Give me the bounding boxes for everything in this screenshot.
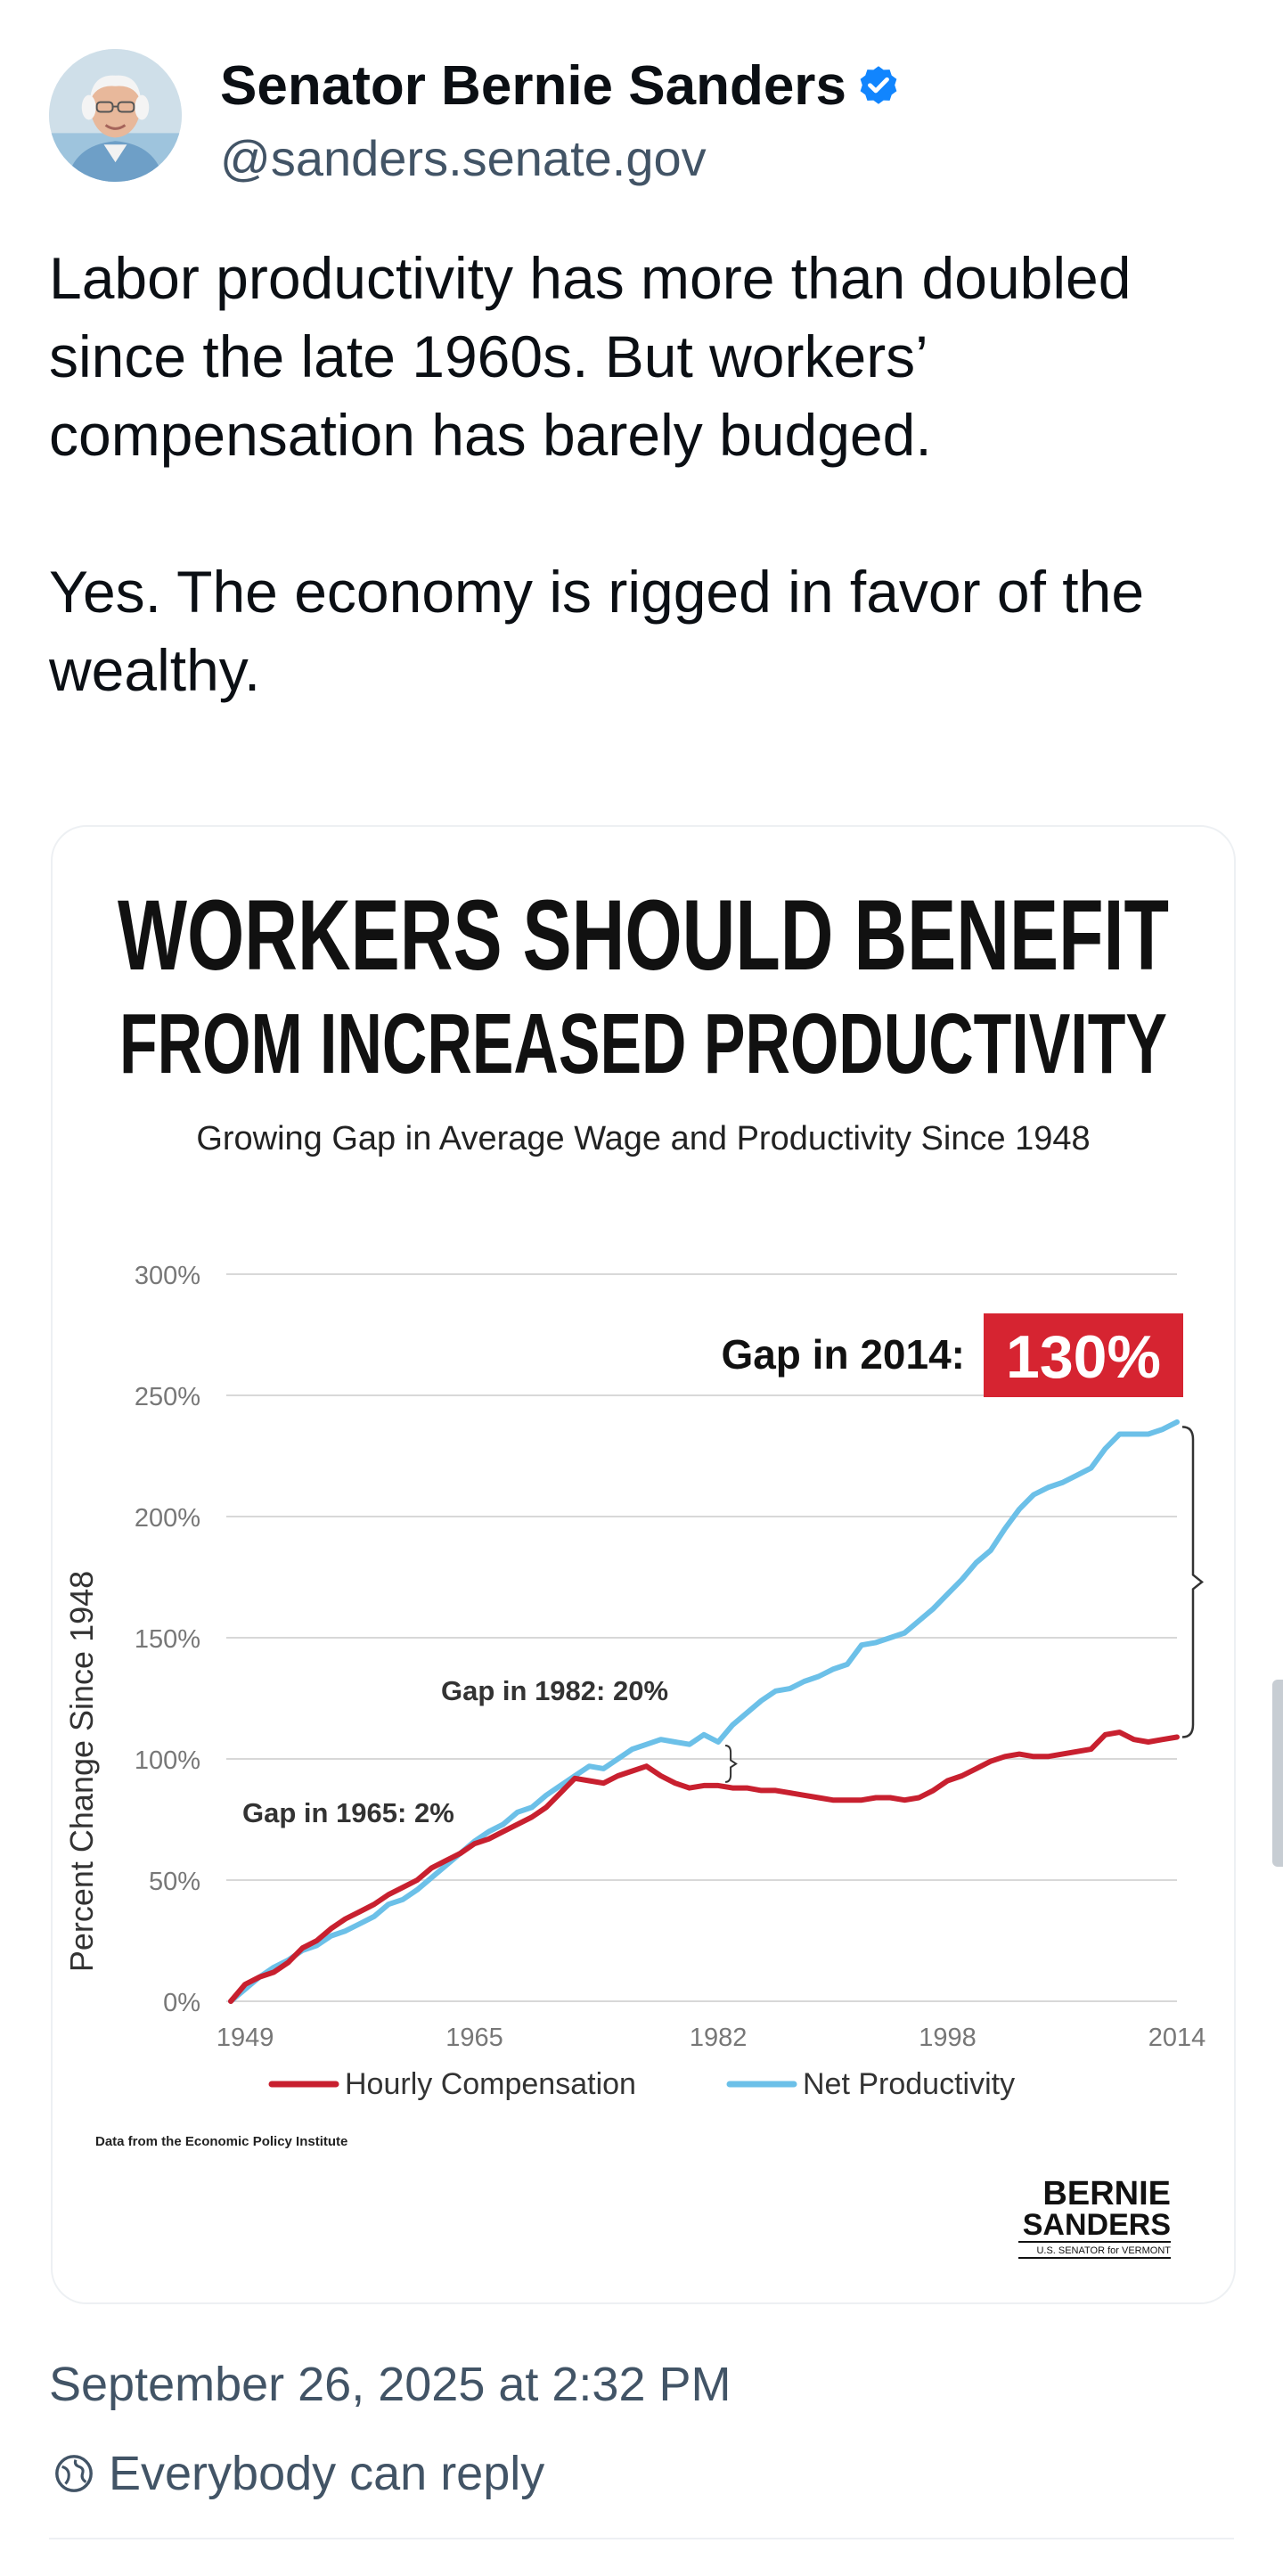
- y-tick-label: 0%: [163, 1989, 200, 2017]
- divider: [49, 2538, 1234, 2539]
- x-tick-label: 2014: [1148, 2024, 1206, 2052]
- legend-label: Hourly Compensation: [345, 2067, 636, 2101]
- reply-setting-label: Everybody can reply: [109, 2447, 545, 2500]
- gap-2014-highlight: [984, 1313, 1183, 1397]
- y-axis-tick-labels: 0% 50% 100% 150% 200% 250% 300%: [135, 1262, 200, 2017]
- post-paragraph: Labor productivity has more than doubled…: [49, 245, 1132, 468]
- portrait-avatar-icon: [49, 49, 182, 182]
- annotation-gap-2014-label: Gap in 2014:: [721, 1331, 965, 1378]
- chart-title: Growing Gap in Average Wage and Producti…: [196, 1120, 1090, 1157]
- author-handle[interactable]: @sanders.senate.gov: [220, 130, 707, 186]
- chart-gridlines: [226, 1273, 1177, 2002]
- post-paragraph: Yes. The economy is rigged in favor of t…: [49, 559, 1145, 703]
- author-avatar[interactable]: [49, 49, 182, 182]
- display-name-text: Senator Bernie Sanders: [220, 55, 846, 117]
- logo-line3: U.S. SENATOR for VERMONT: [1036, 2245, 1171, 2256]
- y-tick-label: 50%: [149, 1868, 200, 1896]
- y-tick-label: 150%: [135, 1625, 200, 1654]
- verified-badge-icon[interactable]: [855, 63, 902, 110]
- chart-headline-line2: FROM INCREASED PRODUCTIVITY: [119, 996, 1167, 1092]
- chart-annotations: Gap in 1965: 2% Gap in 1982: 20% Gap in 20…: [242, 1313, 1205, 1828]
- y-tick-label: 100%: [135, 1746, 200, 1775]
- reply-setting[interactable]: Everybody can reply: [53, 2445, 544, 2502]
- gap-1982-bracket: [725, 1744, 738, 1783]
- post-timestamp[interactable]: September 26, 2025 at 2:32 PM: [49, 2358, 731, 2411]
- annotation-gap-2014-value: 130%: [1006, 1323, 1161, 1391]
- y-tick-label: 200%: [135, 1504, 200, 1533]
- x-axis-tick-labels: 1949 1965 1982 1998 2014: [217, 2024, 1205, 2052]
- annotation-gap-1965: Gap in 1965: 2%: [242, 1797, 454, 1828]
- x-tick-label: 1965: [445, 2024, 503, 2052]
- logo-line1: BERNIE: [1042, 2175, 1171, 2212]
- globe-icon: [55, 2455, 93, 2492]
- post-text: Labor productivity has more than doubled…: [49, 239, 1243, 709]
- annotation-gap-1982: Gap in 1982: 20%: [441, 1675, 668, 1706]
- y-tick-label: 250%: [135, 1383, 200, 1411]
- y-axis-label: Percent Change Since 1948: [63, 1571, 100, 1972]
- source-note: Data from the Economic Policy Institute: [95, 2134, 347, 2149]
- bernie-logo: BERNIE SANDERS U.S. SENATOR for VERMONT: [1018, 2175, 1171, 2259]
- post-image[interactable]: WORKERS SHOULD BENEFIT FROM INCREASED PR…: [51, 825, 1236, 2304]
- chart-series: [228, 1419, 1180, 2004]
- y-tick-label: 300%: [135, 1262, 200, 1290]
- chart-legend: Hourly Compensation Net Productivity: [268, 2067, 1015, 2101]
- author-display-name[interactable]: Senator Bernie Sanders: [220, 55, 902, 118]
- x-tick-label: 1949: [217, 2024, 274, 2052]
- x-tick-label: 1998: [919, 2024, 977, 2052]
- chart-image: WORKERS SHOULD BENEFIT FROM INCREASED PR…: [63, 879, 1205, 2259]
- net-productivity-line: [228, 1419, 1180, 2004]
- chart-headline-line1: WORKERS SHOULD BENEFIT: [118, 879, 1169, 991]
- logo-line2: SANDERS: [1023, 2208, 1171, 2242]
- hourly-compensation-line: [228, 1730, 1180, 2004]
- x-tick-label: 1982: [690, 2024, 748, 2052]
- gap-2014-bracket: [1181, 1426, 1205, 1738]
- scrollbar[interactable]: [1272, 1680, 1283, 1867]
- legend-label: Net Productivity: [803, 2067, 1015, 2101]
